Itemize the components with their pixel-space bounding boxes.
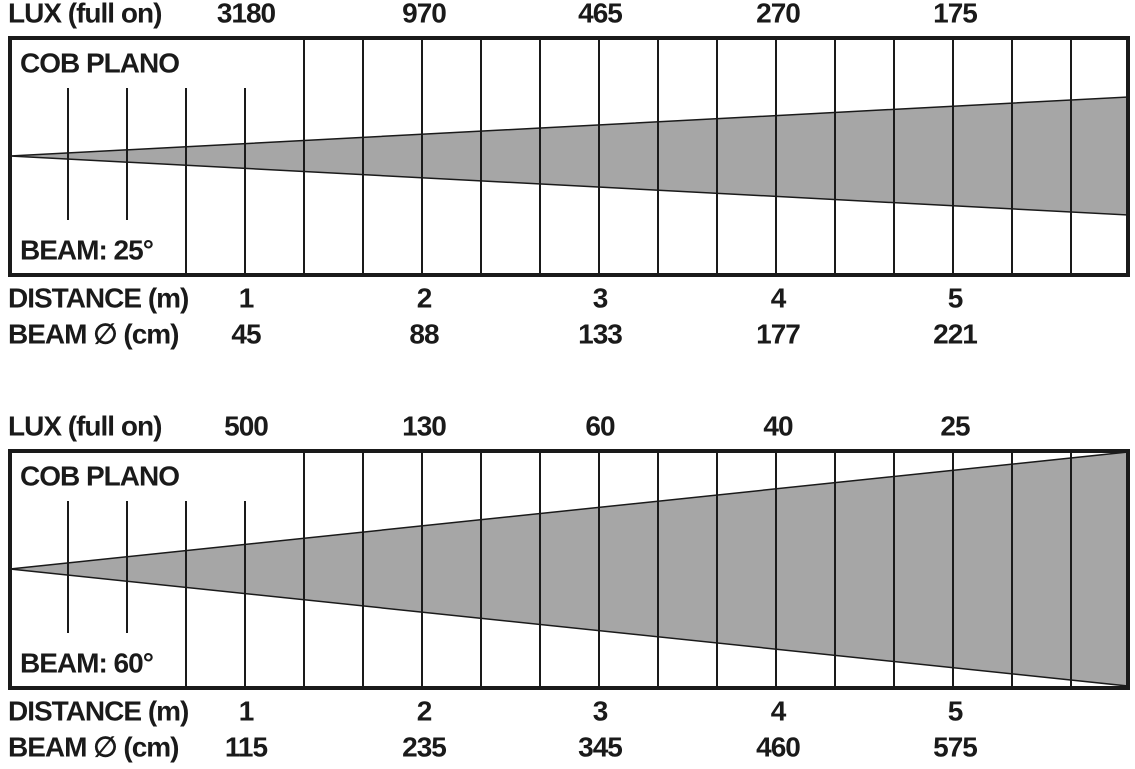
distance-value: 4 xyxy=(771,695,787,726)
diameter-label: BEAM ∅ (cm) xyxy=(8,318,179,349)
panel-title: COB PLANO xyxy=(20,47,179,78)
lux-value: 970 xyxy=(402,0,446,28)
diameter-value: 133 xyxy=(578,318,622,349)
lux-value: 500 xyxy=(224,410,268,441)
distance-value: 5 xyxy=(948,282,963,313)
lux-value: 40 xyxy=(763,410,793,441)
lux-value: 130 xyxy=(402,410,446,441)
lux-value: 25 xyxy=(940,410,970,441)
lux-value: 270 xyxy=(756,0,800,28)
lux-value: 3180 xyxy=(217,0,276,28)
diameter-value: 235 xyxy=(402,731,446,762)
diameter-value: 88 xyxy=(409,318,439,349)
diameter-value: 575 xyxy=(933,731,977,762)
distance-value: 3 xyxy=(593,282,608,313)
distance-value: 2 xyxy=(417,695,432,726)
distance-value: 1 xyxy=(239,282,254,313)
diameter-value: 115 xyxy=(225,731,268,762)
diameter-value: 345 xyxy=(578,731,622,762)
lux-value: 465 xyxy=(578,0,622,28)
lux-label: LUX (full on) xyxy=(8,410,161,441)
distance-label: DISTANCE (m) xyxy=(8,695,188,726)
distance-value: 3 xyxy=(593,695,608,726)
lux-value: 60 xyxy=(585,410,615,441)
frame xyxy=(8,36,1130,277)
distance-value: 2 xyxy=(417,282,432,313)
distance-label: DISTANCE (m) xyxy=(8,282,188,313)
distance-value: 1 xyxy=(239,695,254,726)
beam-angle: BEAM: 60° xyxy=(20,647,153,678)
lux-value: 175 xyxy=(933,0,977,28)
diameter-value: 221 xyxy=(933,318,977,349)
distance-value: 4 xyxy=(771,282,787,313)
diameter-label: BEAM ∅ (cm) xyxy=(8,731,179,762)
diameter-value: 460 xyxy=(756,731,800,762)
beam-cone xyxy=(9,96,1129,216)
frame xyxy=(8,449,1130,690)
lux-label: LUX (full on) xyxy=(8,0,161,28)
panel-title: COB PLANO xyxy=(20,460,179,491)
beam-angle: BEAM: 25° xyxy=(20,234,153,265)
diameter-value: 177 xyxy=(756,318,800,349)
distance-value: 5 xyxy=(948,695,963,726)
diameter-value: 45 xyxy=(231,318,261,349)
